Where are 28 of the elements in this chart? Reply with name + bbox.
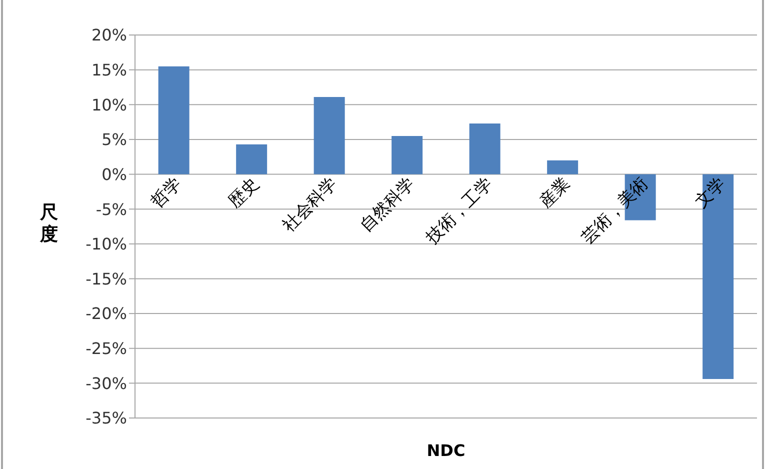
y-tick-label: 10% bbox=[91, 95, 127, 114]
bar bbox=[547, 160, 578, 174]
bar bbox=[158, 66, 190, 174]
y-tick-label: 5% bbox=[102, 130, 127, 150]
bar bbox=[392, 136, 423, 174]
x-tick-label: 文学 bbox=[691, 174, 730, 212]
x-tick-label: 自然科学 bbox=[356, 174, 419, 236]
bar bbox=[314, 96, 345, 174]
bar bbox=[236, 144, 268, 174]
y-tick-label: -15% bbox=[86, 269, 127, 288]
x-tick-label: 産業 bbox=[536, 174, 574, 212]
x-tick-label: 社会科学 bbox=[278, 174, 341, 236]
y-tick-label: -5% bbox=[96, 200, 127, 219]
x-tick-label: 芸術，美術 bbox=[578, 174, 652, 248]
y-tick-label: 0% bbox=[102, 164, 127, 184]
x-tick-label: 技術，工学 bbox=[421, 174, 496, 249]
y-axis-title: 尺度 bbox=[38, 202, 59, 246]
y-tick-label: -35% bbox=[86, 408, 127, 428]
y-tick-label: -30% bbox=[86, 374, 127, 393]
y-tick-label: 15% bbox=[91, 60, 127, 80]
x-tick-label: 歴史 bbox=[224, 174, 264, 212]
y-tick-label: -20% bbox=[86, 304, 127, 324]
x-axis-title: NDC bbox=[426, 441, 466, 460]
y-tick-label: 20% bbox=[91, 26, 127, 45]
x-tick-label: 哲学 bbox=[147, 174, 186, 212]
y-tick-label: -10% bbox=[86, 234, 127, 254]
y-tick-label: -25% bbox=[86, 339, 127, 358]
bar bbox=[469, 123, 500, 174]
